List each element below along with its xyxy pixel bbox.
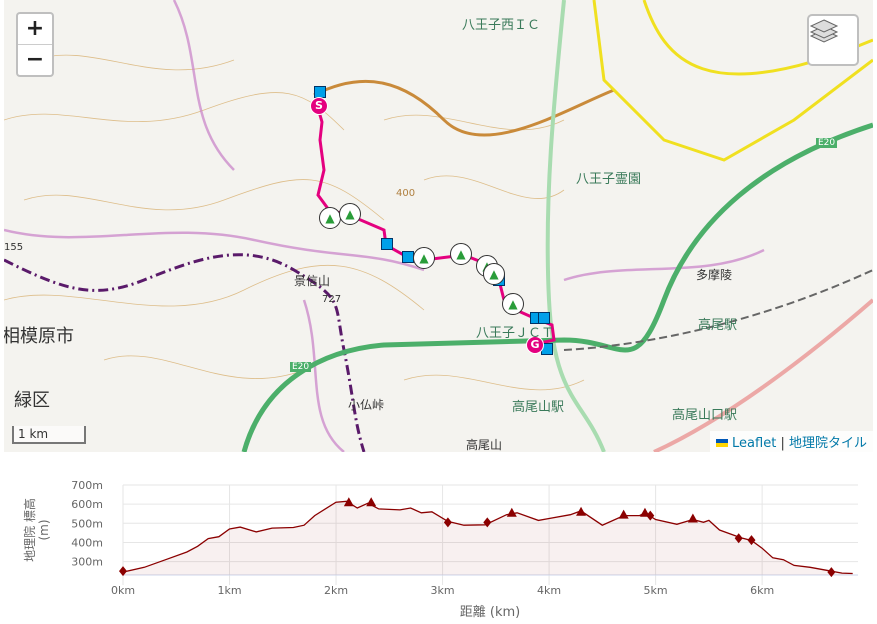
y-tick-label: 300m [71, 556, 103, 569]
elevation-chart: 300m 400m 500m 600m 700m 0km 1km 2km 3km 4km 5km 6k… [22, 479, 858, 620]
label-midori: 緑区 [14, 390, 50, 411]
diamond-marker[interactable] [443, 517, 452, 528]
summit-icon[interactable]: ▲ [450, 243, 472, 265]
label-takaosan-station: 高尾山駅 [512, 400, 565, 415]
summit-icon[interactable]: ▲ [319, 207, 341, 229]
diamond-marker[interactable] [734, 533, 743, 544]
label-sagamihara: 相模原市 [4, 326, 74, 347]
expressway-tunnel [545, 0, 606, 452]
label-reien: 八王子霊園 [576, 172, 642, 187]
attr-separator: | [780, 436, 785, 451]
zoom-in-button[interactable]: + [18, 14, 52, 45]
triangle-marker[interactable] [576, 506, 587, 516]
scale-bar: 1 km [12, 426, 86, 444]
summit-icon[interactable]: ▲ [339, 203, 361, 225]
label-contour-400: 400 [396, 188, 416, 199]
triangle-marker[interactable] [366, 497, 377, 507]
x-tick-label: 3km [431, 584, 455, 597]
diamond-marker[interactable] [827, 567, 836, 578]
railway [563, 269, 873, 351]
start-marker[interactable]: S [310, 97, 328, 115]
diamond-marker[interactable] [747, 535, 756, 546]
triangle-marker[interactable] [618, 509, 629, 519]
label-elev-155: 155 [4, 242, 24, 253]
elevation-line [122, 500, 853, 575]
contour-lines [4, 54, 585, 391]
triangle-marker[interactable] [343, 497, 354, 507]
map-view[interactable]: ▲▲▲▲▲▲▲SG 八王子西ＩＣ 八王子霊園 多摩陵 高尾駅 高尾山口駅 高尾山… [4, 0, 873, 452]
zoom-control: + − [16, 12, 54, 77]
x-tick-label: 5km [644, 584, 668, 597]
x-axis-label: 距離 (km) [460, 605, 520, 620]
map-tiles [4, 0, 873, 452]
leaflet-link[interactable]: Leaflet [732, 436, 777, 451]
x-tick-label: 6km [750, 584, 774, 597]
elevation-area [123, 501, 853, 575]
diamond-marker[interactable] [646, 510, 655, 521]
diamond-marker[interactable] [119, 566, 127, 577]
summit-icon[interactable]: ▲ [502, 293, 524, 315]
summit-icon[interactable]: ▲ [413, 247, 435, 269]
label-e20: E20 [816, 138, 838, 148]
y-tick-label: 500m [71, 517, 103, 530]
y-tick-label: 400m [71, 536, 103, 549]
x-tick-label: 2km [324, 584, 348, 597]
label-takaosanguchi-station: 高尾山口駅 [672, 408, 738, 423]
national-road [592, 0, 873, 162]
diamond-marker[interactable] [483, 517, 492, 528]
x-tick-label: 0km [111, 584, 135, 597]
layers-icon [809, 19, 839, 43]
label-hachioji-nishi-ic: 八王子西ＩＣ [462, 18, 541, 33]
gsi-tiles-link[interactable]: 地理院タイル [788, 436, 867, 451]
zoom-out-button[interactable]: − [25, 47, 45, 72]
label-e20: E20 [290, 362, 312, 372]
attribution: Leaflet | 地理院タイル [709, 431, 873, 452]
label-jct: 八王子ＪＣＴ [476, 326, 555, 341]
summit-icon[interactable]: ▲ [483, 263, 505, 285]
road [313, 79, 615, 137]
waypoint-marker[interactable] [381, 238, 393, 250]
x-tick-label: 1km [217, 584, 241, 597]
label-takao-station: 高尾駅 [698, 318, 738, 333]
y-tick-label: 700m [71, 479, 103, 492]
label-tamaryo: 多摩陵 [696, 268, 733, 282]
boundaries [4, 0, 765, 452]
x-tick-label: 4km [537, 584, 561, 597]
waypoint-marker[interactable] [538, 312, 550, 324]
label-kagenobu-elev: 727 [322, 294, 342, 305]
label-kobotoke: 小仏峠 [348, 398, 385, 412]
y-tick-label: 600m [71, 498, 103, 511]
layers-button[interactable] [807, 14, 859, 66]
ukraine-flag-icon [715, 439, 728, 447]
triangle-marker[interactable] [687, 513, 698, 523]
label-takaosan: 高尾山 [466, 438, 503, 452]
label-kagenobu: 景信山 [294, 274, 331, 288]
y-axis-label: 地理院 標高(m) [22, 498, 51, 562]
triangle-marker[interactable] [506, 507, 517, 517]
goal-marker[interactable]: G [526, 336, 544, 354]
